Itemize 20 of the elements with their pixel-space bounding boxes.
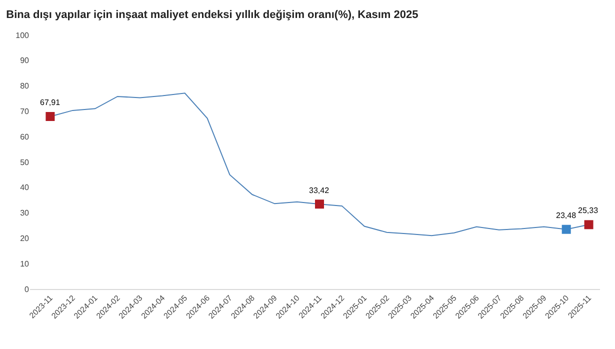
data-label: 67,91	[40, 98, 61, 107]
point	[584, 220, 594, 230]
point	[314, 200, 324, 209]
y-tick-label: 50	[20, 158, 30, 167]
data-label: 25,33	[578, 206, 599, 215]
y-tick-label: 90	[20, 56, 30, 66]
data-label: 33,42	[309, 186, 330, 195]
point	[562, 224, 571, 234]
y-tick-label: 70	[20, 107, 30, 116]
y-tick-label: 10	[20, 259, 30, 268]
y-tick-label: 80	[20, 82, 30, 91]
y-tick-label: 20	[20, 234, 30, 243]
chart-title: Bina dışı yapılar için inşaat maliyet endeksi yıllık değişim oranı(%), Kasım 2025	[6, 9, 418, 22]
y-tick-label: 40	[20, 183, 30, 192]
y-tick-label: 100	[16, 30, 30, 40]
y-tick-label: 60	[20, 132, 30, 142]
y-tick-label: 30	[20, 208, 30, 218]
point	[46, 112, 55, 122]
y-tick-label: 0	[24, 284, 30, 294]
data-label: 23,48	[556, 211, 577, 220]
